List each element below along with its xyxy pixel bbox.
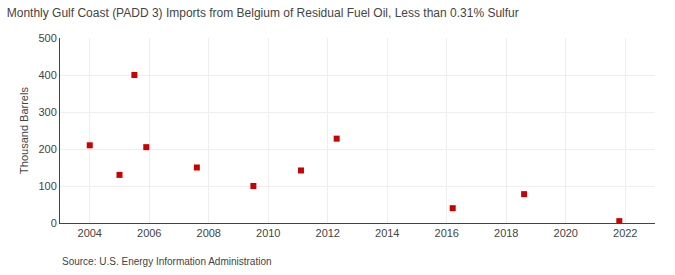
svg-text:Thousand Barrels: Thousand Barrels [18, 87, 30, 174]
svg-text:0: 0 [51, 217, 57, 229]
svg-text:2016: 2016 [435, 227, 459, 239]
svg-text:400: 400 [38, 69, 56, 81]
svg-text:2022: 2022 [613, 227, 637, 239]
svg-text:2004: 2004 [78, 227, 102, 239]
svg-text:2010: 2010 [256, 227, 280, 239]
svg-text:Source: U.S. Energy Informatio: Source: U.S. Energy Information Administ… [62, 256, 272, 267]
svg-text:2008: 2008 [197, 227, 221, 239]
svg-text:Monthly Gulf Coast (PADD 3) Im: Monthly Gulf Coast (PADD 3) Imports from… [7, 6, 519, 20]
svg-text:200: 200 [38, 143, 56, 155]
svg-text:100: 100 [38, 180, 56, 192]
svg-text:2014: 2014 [375, 227, 399, 239]
svg-text:2006: 2006 [137, 227, 161, 239]
svg-text:300: 300 [38, 106, 56, 118]
svg-text:2018: 2018 [494, 227, 518, 239]
svg-text:2012: 2012 [316, 227, 340, 239]
svg-text:500: 500 [38, 32, 56, 44]
svg-text:2020: 2020 [554, 227, 578, 239]
